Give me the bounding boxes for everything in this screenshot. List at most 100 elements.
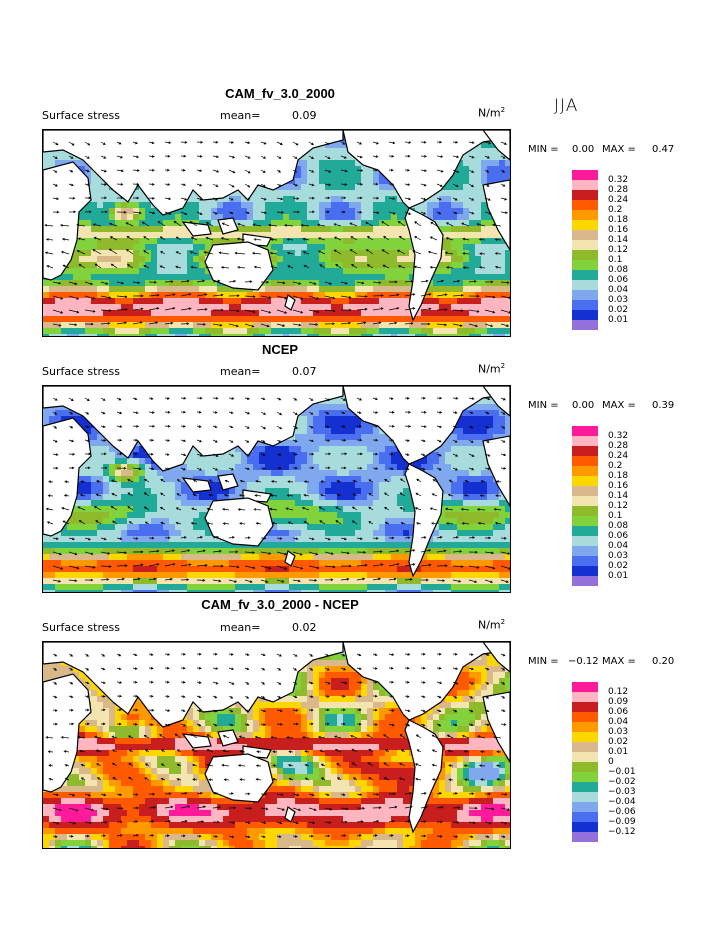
panel-3-max-value: 0.20	[652, 656, 675, 667]
colorbar-swatch	[572, 260, 598, 270]
panel-3-max-label: MAX =	[602, 656, 636, 667]
colorbar-label: 0.2	[608, 461, 623, 471]
panel-2-units: N/m2	[478, 362, 506, 376]
panel-2-mean-value: 0.07	[292, 365, 317, 378]
colorbar-swatch	[572, 692, 598, 702]
colorbar-label: 0.02	[608, 561, 629, 571]
map-canvas	[43, 386, 510, 592]
panel-2-mean-label: mean=	[220, 365, 261, 378]
colorbar-swatch	[572, 722, 598, 732]
colorbar-label: 0.01	[608, 571, 629, 581]
colorbar-swatch	[572, 476, 598, 486]
colorbar-swatch	[572, 210, 598, 220]
colorbar-label: 0.1	[608, 511, 623, 521]
colorbar-swatch	[572, 506, 598, 516]
panel-1-min-label: MIN =	[528, 144, 559, 155]
colorbar-swatch	[572, 486, 598, 496]
panel-2-colorbar: 0.32 0.28 0.24 0.2 0.18 0.16 0.14 0.12 0.1 0.08 0.…	[572, 426, 652, 586]
colorbar-label: 0.01	[608, 747, 629, 757]
colorbar-label: 0.03	[608, 727, 629, 737]
colorbar-label: 0.06	[608, 275, 629, 285]
colorbar-label: 0.04	[608, 541, 629, 551]
colorbar-swatch	[572, 792, 598, 802]
colorbar-swatch	[572, 812, 598, 822]
colorbar-label: 0.24	[608, 451, 629, 461]
panel-2-min-label: MIN =	[528, 400, 559, 411]
colorbar-label: −0.03	[608, 787, 636, 797]
landmass	[43, 642, 344, 728]
colorbar-swatch	[572, 170, 598, 180]
colorbar-swatch	[572, 682, 598, 692]
colorbar-swatch	[572, 566, 598, 576]
colorbar-swatch	[572, 802, 598, 812]
colorbar-swatch	[572, 526, 598, 536]
landmass	[217, 473, 239, 491]
landmass	[43, 130, 344, 216]
landmass	[482, 642, 510, 673]
landmass	[404, 719, 444, 834]
colorbar-label: 0.02	[608, 305, 629, 315]
colorbar-label: 0.08	[608, 265, 629, 275]
panel-1-units: N/m2	[478, 106, 506, 120]
panel-1-max-label: MAX =	[602, 144, 636, 155]
panel-3-title: CAM_fv_3.0_2000 - NCEP	[201, 597, 359, 612]
panel-1-max-value: 0.47	[652, 144, 675, 155]
colorbar-swatch	[572, 190, 598, 200]
colorbar-swatch	[572, 320, 598, 330]
colorbar-swatch	[572, 782, 598, 792]
panel-1-map	[42, 129, 511, 337]
colorbar-swatch	[572, 702, 598, 712]
panel-2-max-label: MAX =	[602, 400, 636, 411]
colorbar-label: −0.01	[608, 767, 636, 777]
colorbar-label: −0.09	[608, 817, 636, 827]
panel-3-map	[42, 641, 511, 849]
colorbar-label: −0.12	[608, 827, 636, 837]
colorbar-label: 0.02	[608, 737, 629, 747]
landmass	[404, 463, 444, 578]
colorbar-label: 0.2	[608, 205, 623, 215]
colorbar-label: −0.02	[608, 777, 636, 787]
colorbar-swatch	[572, 742, 598, 752]
landmass	[482, 691, 510, 764]
panel-1-colorbar: 0.32 0.28 0.24 0.2 0.18 0.16 0.14 0.12 0.1 0.08 0.…	[572, 170, 652, 330]
map-canvas	[43, 642, 510, 848]
panel-2-field-label: Surface stress	[42, 365, 120, 378]
landmass	[43, 673, 92, 793]
colorbar-label: 0.06	[608, 531, 629, 541]
landmass	[482, 130, 510, 161]
colorbar-swatch	[572, 516, 598, 526]
colorbar-label: −0.04	[608, 797, 636, 807]
panel-1-min-value: 0.00	[572, 144, 595, 155]
panel-2-max-value: 0.39	[652, 400, 675, 411]
colorbar-label: 0.32	[608, 175, 629, 185]
colorbar-swatch	[572, 230, 598, 240]
colorbar-label: 0.28	[608, 185, 629, 195]
colorbar-swatch	[572, 576, 598, 586]
colorbar-label: 0.16	[608, 481, 629, 491]
colorbar-label: 0.28	[608, 441, 629, 451]
panel-3-units: N/m2	[478, 618, 506, 632]
panel-2-min-value: 0.00	[572, 400, 595, 411]
colorbar-label: −0.06	[608, 807, 636, 817]
panel-2-map	[42, 385, 511, 593]
colorbar-swatch	[572, 556, 598, 566]
map-canvas	[43, 130, 510, 336]
colorbar-swatch	[572, 436, 598, 446]
colorbar-label: 0.09	[608, 697, 629, 707]
panel-3-min-label: MIN =	[528, 656, 559, 667]
colorbar-label: 0.12	[608, 501, 629, 511]
colorbar-swatch	[572, 832, 598, 842]
colorbar-swatch	[572, 456, 598, 466]
colorbar-swatch	[572, 180, 598, 190]
colorbar-swatch	[572, 536, 598, 546]
colorbar-label: 0.14	[608, 491, 629, 501]
colorbar-label: 0.08	[608, 521, 629, 531]
landmass	[482, 386, 510, 417]
landmass	[284, 806, 296, 823]
colorbar-swatch	[572, 290, 598, 300]
colorbar-swatch	[572, 426, 598, 436]
panel-3-mean-label: mean=	[220, 621, 261, 634]
colorbar-swatch	[572, 270, 598, 280]
season-label: JJA	[554, 96, 579, 116]
colorbar-swatch	[572, 822, 598, 832]
